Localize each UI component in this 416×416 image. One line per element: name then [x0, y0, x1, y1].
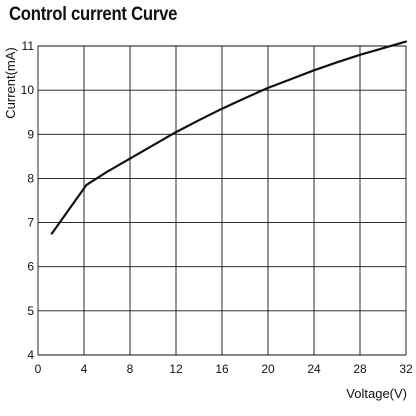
series-line	[50, 40, 408, 235]
x-tick-label: 4	[81, 362, 88, 376]
series-lines	[50, 40, 408, 235]
y-axis-label: Current(mA)	[3, 47, 18, 119]
y-tick-label: 6	[27, 260, 34, 274]
x-tick-label: 28	[353, 362, 367, 376]
y-tick-label: 10	[21, 83, 35, 97]
y-tick-label: 11	[22, 39, 35, 53]
x-tick-label: 24	[307, 362, 321, 376]
grid-lines	[37, 45, 407, 356]
chart-title: Control current Curve	[9, 4, 178, 25]
y-tick-label: 9	[27, 127, 34, 141]
x-tick-label: 20	[261, 362, 275, 376]
y-tick-label: 8	[27, 171, 34, 185]
x-tick-label: 12	[169, 362, 183, 376]
y-tick-label: 7	[27, 216, 34, 230]
x-tick-label: 32	[399, 362, 413, 376]
x-tick-label: 0	[35, 362, 42, 376]
x-axis-label: Voltage(V)	[346, 386, 407, 401]
y-tick-label: 4	[27, 348, 34, 362]
x-tick-label: 16	[215, 362, 229, 376]
x-tick-label: 8	[127, 362, 134, 376]
y-tick-label: 5	[27, 304, 34, 318]
